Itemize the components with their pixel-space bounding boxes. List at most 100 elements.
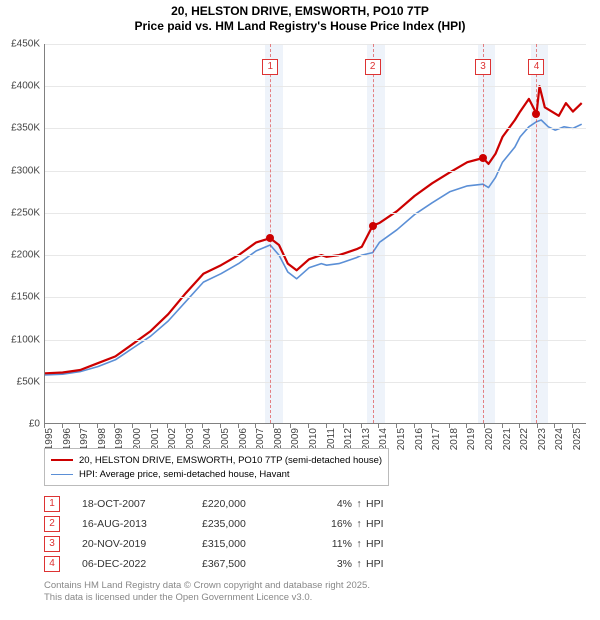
sale-hpi-tag: HPI: [366, 498, 396, 510]
sale-row: 320-NOV-2019£315,00011%↑HPI: [44, 534, 396, 554]
gridline-h: [45, 340, 586, 341]
sale-marker-dot: [532, 110, 540, 118]
footer-line-1: Contains HM Land Registry data © Crown c…: [44, 580, 590, 592]
legend-swatch: [51, 474, 73, 475]
x-axis-tick-label: 2014: [378, 428, 389, 450]
x-axis-tick-label: 2006: [238, 428, 249, 450]
up-arrow-icon: ↑: [352, 538, 366, 550]
footer-line-2: This data is licensed under the Open Gov…: [44, 592, 590, 604]
x-axis-tick-label: 2016: [414, 428, 425, 450]
legend-item: 20, HELSTON DRIVE, EMSWORTH, PO10 7TP (s…: [51, 453, 382, 467]
x-axis-tick-label: 2021: [502, 428, 513, 450]
x-axis-tick-label: 2018: [449, 428, 460, 450]
sale-marker-dot: [266, 234, 274, 242]
up-arrow-icon: ↑: [352, 558, 366, 570]
legend: 20, HELSTON DRIVE, EMSWORTH, PO10 7TP (s…: [44, 448, 389, 486]
x-axis-tick-label: 2019: [466, 428, 477, 450]
x-axis-tick-label: 2017: [431, 428, 442, 450]
y-axis-tick-label: £250K: [0, 207, 40, 218]
footer-attribution: Contains HM Land Registry data © Crown c…: [44, 580, 590, 604]
gridline-h: [45, 382, 586, 383]
sale-row: 216-AUG-2013£235,00016%↑HPI: [44, 514, 396, 534]
sale-number-box: 1: [44, 496, 60, 512]
x-axis-tick-label: 2001: [150, 428, 161, 450]
x-axis-tick-label: 2012: [343, 428, 354, 450]
y-axis-tick-label: £100K: [0, 334, 40, 345]
x-axis-tick-label: 1997: [79, 428, 90, 450]
sale-row: 406-DEC-2022£367,5003%↑HPI: [44, 554, 396, 574]
y-axis-tick-label: £50K: [0, 376, 40, 387]
x-axis-tick-label: 1999: [114, 428, 125, 450]
y-axis-tick-label: £0: [0, 419, 40, 430]
sale-marker-label: 1: [262, 59, 278, 75]
x-axis-tick-label: 2004: [202, 428, 213, 450]
sale-date: 20-NOV-2019: [82, 538, 202, 550]
gridline-h: [45, 86, 586, 87]
sale-price: £367,500: [202, 558, 312, 570]
x-axis-tick-label: 2023: [537, 428, 548, 450]
y-axis-tick-label: £150K: [0, 292, 40, 303]
sale-pct: 3%: [312, 558, 352, 570]
legend-label: 20, HELSTON DRIVE, EMSWORTH, PO10 7TP (s…: [79, 455, 382, 466]
sale-number-box: 3: [44, 536, 60, 552]
line-series-svg: [45, 44, 587, 424]
up-arrow-icon: ↑: [352, 498, 366, 510]
chart-area: 1234 £0£50K£100K£150K£200K£250K£300K£350…: [44, 44, 586, 424]
x-axis-tick-label: 2009: [290, 428, 301, 450]
gridline-h: [45, 128, 586, 129]
x-axis-tick-label: 2013: [361, 428, 372, 450]
sale-price: £220,000: [202, 498, 312, 510]
plot-region: 1 2 3 4: [44, 44, 586, 424]
sale-marker-label: 2: [365, 59, 381, 75]
sale-pct: 4%: [312, 498, 352, 510]
sale-hpi-tag: HPI: [366, 558, 396, 570]
x-axis-tick-label: 2015: [396, 428, 407, 450]
x-axis-tick-label: 2010: [308, 428, 319, 450]
legend-label: HPI: Average price, semi-detached house,…: [79, 469, 290, 480]
gridline-h: [45, 255, 586, 256]
series-line: [45, 120, 582, 375]
gridline-h: [45, 171, 586, 172]
x-axis-tick-label: 2007: [255, 428, 266, 450]
gridline-h: [45, 213, 586, 214]
x-axis-tick-label: 1996: [62, 428, 73, 450]
x-axis-tick-label: 1998: [97, 428, 108, 450]
x-axis-tick-label: 2002: [167, 428, 178, 450]
sale-number-box: 4: [44, 556, 60, 572]
sale-pct: 11%: [312, 538, 352, 550]
sale-price: £315,000: [202, 538, 312, 550]
x-axis-tick-label: 2008: [273, 428, 284, 450]
x-axis-tick-label: 2020: [484, 428, 495, 450]
sale-row: 1 18-OCT-2007£220,0004%↑HPI: [44, 494, 396, 514]
x-axis-tick-label: 2011: [326, 428, 337, 450]
sale-pct: 16%: [312, 518, 352, 530]
x-axis-tick-label: 2000: [132, 428, 143, 450]
sale-marker-dot: [479, 154, 487, 162]
y-axis-tick-label: £450K: [0, 39, 40, 50]
gridline-h: [45, 44, 586, 45]
y-axis-tick-label: £350K: [0, 123, 40, 134]
sale-hpi-tag: HPI: [366, 518, 396, 530]
sale-number-box: 2: [44, 516, 60, 532]
x-axis-tick-label: 2022: [519, 428, 530, 450]
sale-marker-dot: [369, 222, 377, 230]
chart-title-2: Price paid vs. HM Land Registry's House …: [0, 19, 600, 33]
sale-marker-label: 4: [528, 59, 544, 75]
sale-date: 18-OCT-2007: [82, 498, 202, 510]
sale-marker-line: [536, 44, 537, 423]
y-axis-tick-label: £400K: [0, 81, 40, 92]
legend-swatch: [51, 459, 73, 461]
x-axis-tick-label: 2003: [185, 428, 196, 450]
sale-marker-line: [373, 44, 374, 423]
sale-date: 16-AUG-2013: [82, 518, 202, 530]
y-axis-tick-label: £200K: [0, 250, 40, 261]
x-axis-tick-label: 2025: [572, 428, 583, 450]
y-axis-tick-label: £300K: [0, 165, 40, 176]
sale-table: 1 18-OCT-2007£220,0004%↑HPI 2 16-AUG-2013£2…: [44, 494, 396, 574]
x-axis-tick-label: 1995: [44, 428, 55, 450]
sale-marker-label: 3: [475, 59, 491, 75]
x-axis-tick-label: 2024: [554, 428, 565, 450]
x-axis-tick-label: 2005: [220, 428, 231, 450]
legend-item: HPI: Average price, semi-detached house,…: [51, 467, 382, 481]
up-arrow-icon: ↑: [352, 518, 366, 530]
